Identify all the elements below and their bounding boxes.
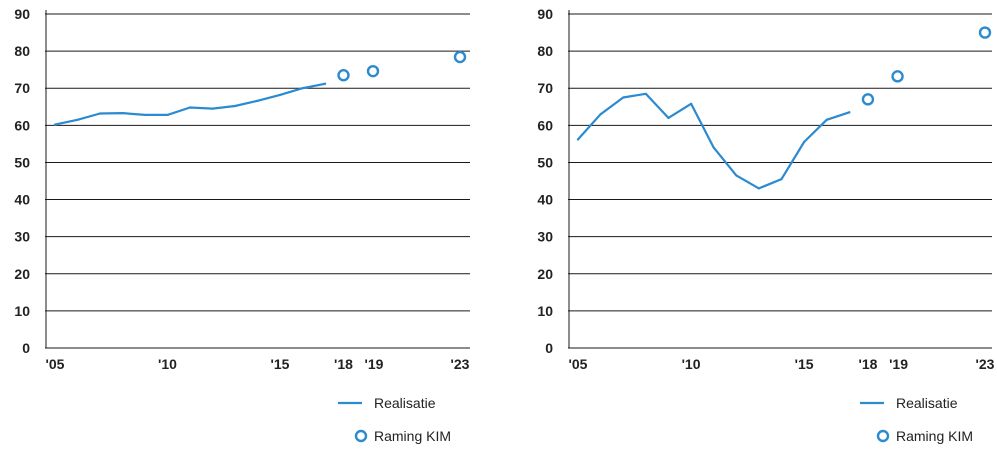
y-tick-label: 90 xyxy=(537,6,553,22)
y-tick-label: 10 xyxy=(14,303,30,319)
data-point-realisatie xyxy=(848,111,851,114)
x-tick-label: '23 xyxy=(451,356,470,372)
series-line-realisatie xyxy=(53,82,327,126)
legend-label-realisatie: Realisatie xyxy=(896,395,958,411)
y-tick-label: 70 xyxy=(537,80,553,96)
data-point-realisatie xyxy=(53,123,57,126)
x-tick-label: '05 xyxy=(46,356,65,372)
data-point-raming-kim xyxy=(978,26,992,39)
y-tick-label: 0 xyxy=(545,340,553,356)
data-point-realisatie xyxy=(576,138,580,141)
data-point-realisatie xyxy=(98,112,102,115)
data-point-realisatie xyxy=(301,87,304,90)
data-point-raming-kim xyxy=(861,93,875,106)
data-point-realisatie xyxy=(143,113,147,117)
legend-label-raming-kim: Raming KIM xyxy=(896,428,973,444)
x-tick-label: '15 xyxy=(795,356,814,372)
y-tick-label: 70 xyxy=(14,80,30,96)
chart-right: 0 10 20 30 40 50 60 70 80 90 '05 '10 '15 '18 '19 '23 Rea… xyxy=(537,6,994,444)
legend-label-realisatie: Realisatie xyxy=(374,395,436,411)
x-tick-label: '10 xyxy=(682,356,701,372)
data-point-realisatie xyxy=(825,118,828,121)
legend-marker-swatch xyxy=(354,429,368,443)
data-point-raming-kim xyxy=(453,50,467,64)
x-tick-label: '05 xyxy=(569,356,588,372)
y-tick-label: 20 xyxy=(14,266,30,282)
data-point-realisatie xyxy=(712,146,715,149)
data-point-realisatie xyxy=(166,113,169,117)
y-tick-label: 80 xyxy=(537,43,553,59)
x-tick-label: '15 xyxy=(271,356,290,372)
y-tick-label: 80 xyxy=(14,43,30,59)
data-point-realisatie xyxy=(76,118,79,121)
data-point-realisatie xyxy=(599,113,602,116)
x-tick-label: '19 xyxy=(365,356,384,372)
data-point-realisatie xyxy=(121,111,124,115)
data-point-realisatie xyxy=(278,93,282,97)
data-point-realisatie xyxy=(689,102,693,105)
y-tick-label: 40 xyxy=(14,192,30,208)
data-point-realisatie xyxy=(211,107,214,110)
data-point-realisatie xyxy=(780,178,783,181)
data-point-realisatie xyxy=(644,92,647,95)
y-tick-label: 40 xyxy=(537,192,553,208)
data-point-realisatie xyxy=(188,106,192,109)
x-tick-label: '10 xyxy=(158,356,177,372)
data-point-realisatie xyxy=(622,96,625,99)
y-tick-label: 60 xyxy=(14,117,30,133)
data-point-realisatie xyxy=(323,82,327,85)
data-point-raming-kim xyxy=(366,64,380,78)
y-tick-label: 0 xyxy=(22,340,30,356)
x-tick-label: '23 xyxy=(976,356,995,372)
y-tick-label: 10 xyxy=(537,303,553,319)
y-tick-label: 60 xyxy=(537,117,553,133)
data-point-realisatie xyxy=(757,187,760,190)
x-tick-label: '19 xyxy=(889,356,908,372)
y-tick-label: 50 xyxy=(14,154,30,170)
x-tick-label: '18 xyxy=(858,356,877,372)
series-line-realisatie xyxy=(576,92,851,190)
data-point-raming-kim xyxy=(891,70,904,83)
data-point-realisatie xyxy=(233,104,237,108)
data-point-realisatie xyxy=(735,174,738,177)
x-tick-label: '18 xyxy=(334,356,353,372)
chart-left: 0 10 20 30 40 50 60 70 80 90 '05 '10 '15 '18 '19 '23 Rea… xyxy=(14,6,470,444)
data-point-realisatie xyxy=(803,140,806,144)
y-tick-label: 20 xyxy=(537,266,553,282)
y-tick-label: 30 xyxy=(537,229,553,245)
y-tick-label: 90 xyxy=(14,6,30,22)
data-point-realisatie xyxy=(256,99,259,102)
y-tick-label: 50 xyxy=(537,154,553,170)
data-point-realisatie xyxy=(667,116,670,120)
y-tick-label: 30 xyxy=(14,229,30,245)
legend-marker-swatch xyxy=(876,429,890,443)
legend-label-raming-kim: Raming KIM xyxy=(374,428,451,444)
data-point-raming-kim xyxy=(337,69,350,82)
